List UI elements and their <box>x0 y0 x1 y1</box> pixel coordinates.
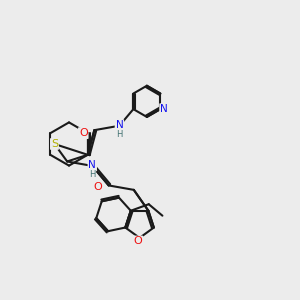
Text: H: H <box>116 130 123 139</box>
Text: N: N <box>160 104 168 114</box>
Text: S: S <box>51 139 58 149</box>
Text: N: N <box>88 160 96 170</box>
Text: O: O <box>79 128 88 138</box>
Text: O: O <box>93 182 102 192</box>
Text: O: O <box>134 236 142 247</box>
Text: H: H <box>89 170 95 179</box>
Text: N: N <box>116 120 123 130</box>
